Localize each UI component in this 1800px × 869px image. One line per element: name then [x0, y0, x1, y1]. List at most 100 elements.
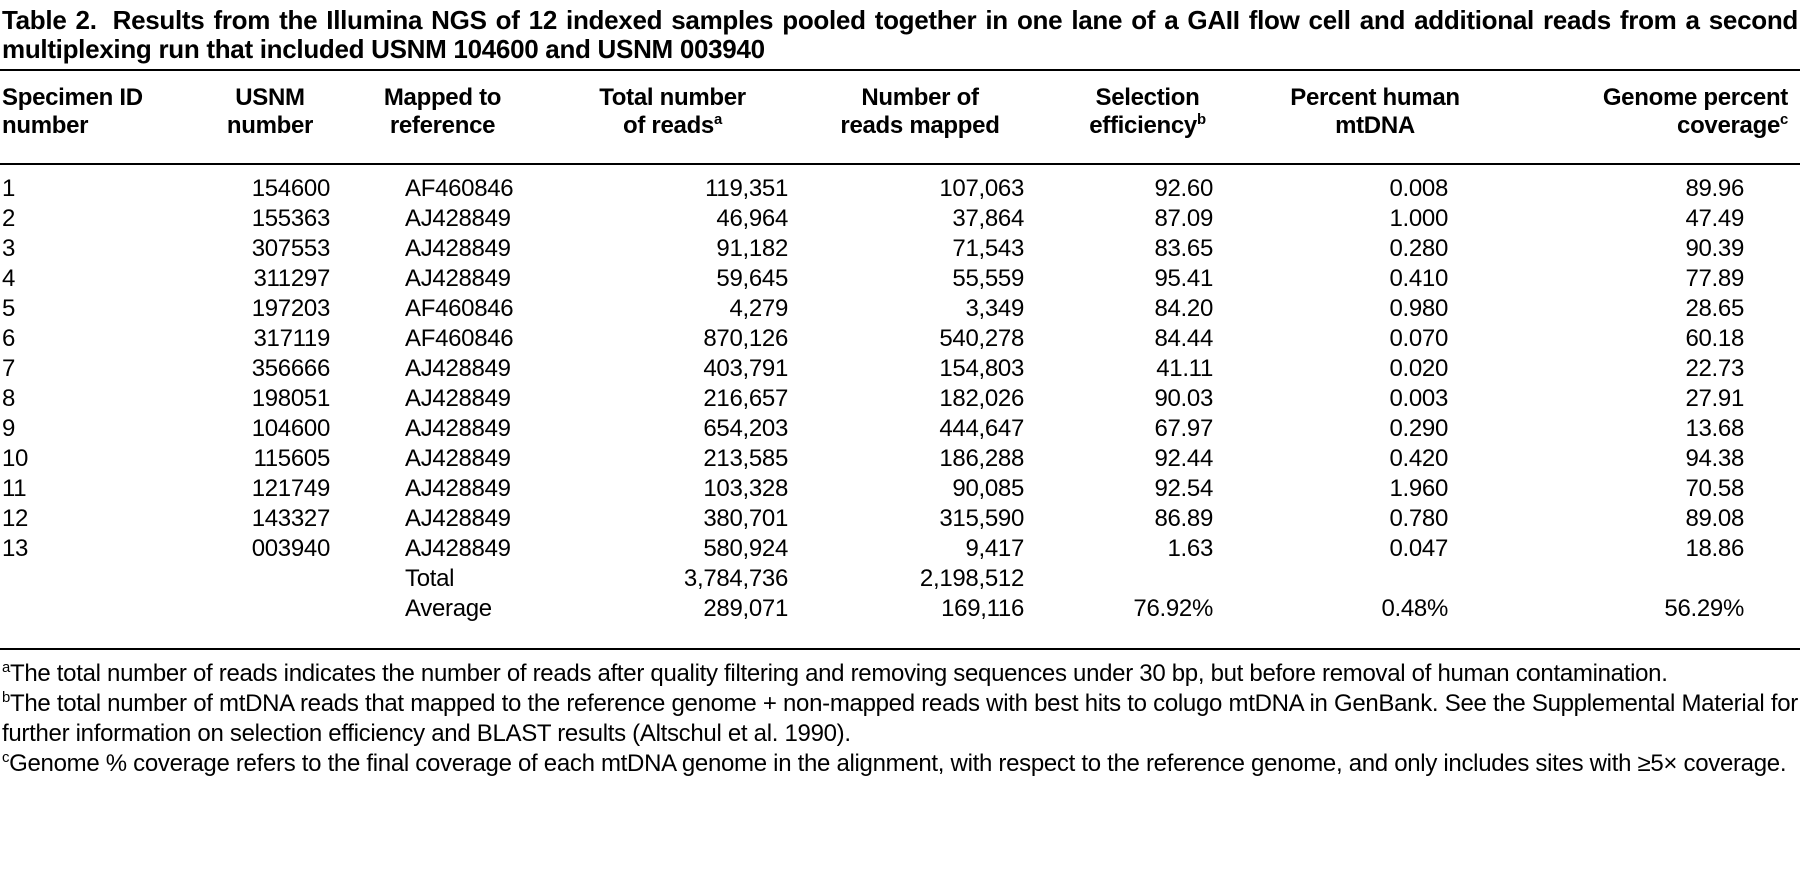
- cell-selection-efficiency: 41.11: [1156, 355, 1213, 382]
- cell-usnm-number: [200, 594, 340, 649]
- cell-total-reads: 870,126: [703, 325, 788, 352]
- footnote-c-marker: c: [2, 750, 10, 766]
- header-footnote-marker: c: [1780, 112, 1788, 128]
- cell-genome-coverage: 18.86: [1685, 535, 1744, 562]
- cell-selection-efficiency: 67.97: [1154, 415, 1213, 442]
- cell-genome-coverage: 27.91: [1685, 385, 1744, 412]
- cell-specimen-id: [0, 594, 200, 649]
- cell-percent-human-mtdna: 0.047: [1389, 535, 1448, 562]
- cell-percent-human-mtdna: 0.280: [1389, 235, 1448, 262]
- cell-reads-mapped: 55,559: [952, 265, 1024, 292]
- cell-mapped-to-reference: AJ428849: [405, 265, 511, 292]
- cell-genome-coverage: 60.18: [1685, 325, 1744, 352]
- cell-genome-coverage: 28.65: [1685, 295, 1744, 322]
- table-row: 4 311297 AJ428849 59,645 55,559 95.41 0.410 77.…: [0, 264, 1800, 294]
- cell-usnm-number: 197203: [251, 295, 331, 322]
- footnote-a-text: The total number of reads indicates the …: [9, 660, 1668, 687]
- table-body: 1 154600 AF460846 119,351 107,063 92.60 0.008 8…: [0, 164, 1800, 649]
- cell-genome-coverage: 89.08: [1685, 505, 1744, 532]
- header-line1: Genome percent: [1602, 84, 1788, 111]
- column-header-selection-efficiency: Selection efficiencyb: [1040, 70, 1255, 165]
- cell-specimen-id: 4: [2, 265, 16, 292]
- table-header-row: Specimen ID number USNM number Mapped to refe…: [0, 70, 1800, 165]
- cell-selection-efficiency: 76.92%: [1133, 595, 1213, 622]
- header-footnote-marker: a: [713, 112, 722, 128]
- cell-mapped-to-reference: AJ428849: [405, 385, 511, 412]
- cell-total-reads: 380,701: [703, 505, 788, 532]
- header-line1: Specimen ID: [2, 84, 143, 111]
- cell-specimen-id: 6: [2, 325, 16, 352]
- header-line2: number: [2, 112, 89, 139]
- cell-reads-mapped: 37,864: [952, 205, 1024, 232]
- cell-genome-coverage: 94.38: [1685, 445, 1744, 472]
- cell-usnm-number: 121749: [251, 475, 331, 502]
- cell-specimen-id: 1: [2, 175, 16, 202]
- footnote-b-text: The total number of mtDNA reads that map…: [2, 690, 1798, 747]
- table-row: 1 154600 AF460846 119,351 107,063 92.60 0.008 8…: [0, 164, 1800, 204]
- table-row: 12 143327 AJ428849 380,701 315,590 86.89 0.780…: [0, 504, 1800, 534]
- cell-percent-human-mtdna: 1.960: [1389, 475, 1448, 502]
- cell-usnm-number: 311297: [253, 265, 330, 292]
- cell-usnm-number: 143327: [251, 505, 331, 532]
- cell-mapped-to-reference: AF460846: [405, 325, 514, 352]
- footnote-b: bThe total number of mtDNA reads that ma…: [2, 689, 1798, 749]
- cell-percent-human-mtdna: [1255, 564, 1495, 594]
- cell-reads-mapped: 2,198,512: [919, 565, 1024, 592]
- column-header-reads-mapped: Number of reads mapped: [800, 70, 1040, 165]
- cell-usnm-number: 317119: [253, 325, 330, 352]
- cell-specimen-id: 3: [2, 235, 16, 262]
- cell-mapped-to-reference: AJ428849: [405, 535, 511, 562]
- table-row: 13 003940 AJ428849 580,924 9,417 1.63 0.047 18.…: [0, 534, 1800, 564]
- footnote-a-marker: a: [2, 660, 10, 676]
- cell-percent-human-mtdna: 0.980: [1389, 295, 1448, 322]
- table-row: 10 115605 AJ428849 213,585 186,288 92.44 0.420…: [0, 444, 1800, 474]
- header-line2: coverage: [1677, 112, 1781, 139]
- table-row: 11 121749 AJ428849 103,328 90,085 92.54 1.960 7…: [0, 474, 1800, 504]
- cell-total-reads: 119,351: [705, 175, 788, 202]
- cell-reads-mapped: 169,116: [941, 595, 1024, 622]
- cell-total-reads: 654,203: [703, 415, 788, 442]
- cell-mapped-to-reference: AJ428849: [405, 235, 511, 262]
- table-caption: Table 2. Results from the Illumina NGS of…: [0, 6, 1800, 64]
- header-line1: Mapped to: [383, 84, 502, 111]
- header-line1: Selection: [1095, 84, 1200, 111]
- cell-usnm-number: 198051: [251, 385, 331, 412]
- cell-percent-human-mtdna: 0.070: [1389, 325, 1448, 352]
- column-header-genome-coverage: Genome percent coveragec: [1495, 70, 1800, 165]
- cell-selection-efficiency: 83.65: [1154, 235, 1213, 262]
- cell-specimen-id: 11: [2, 475, 27, 502]
- cell-genome-coverage: 77.89: [1685, 265, 1744, 292]
- header-line2: reads mapped: [840, 112, 1000, 139]
- cell-genome-coverage: 70.58: [1685, 475, 1744, 502]
- cell-mapped-to-reference: AJ428849: [405, 445, 511, 472]
- cell-usnm-number: 155363: [251, 205, 331, 232]
- header-line2: mtDNA: [1335, 112, 1415, 139]
- caption-text: Results from the Illumina NGS of 12 inde…: [2, 5, 1798, 64]
- cell-reads-mapped: 154,803: [939, 355, 1024, 382]
- cell-genome-coverage: 89.96: [1685, 175, 1744, 202]
- header-line1: USNM: [235, 84, 305, 111]
- cell-specimen-id: 5: [2, 295, 16, 322]
- cell-percent-human-mtdna: 0.003: [1389, 385, 1448, 412]
- table-row: 5 197203 AF460846 4,279 3,349 84.20 0.980 28.65: [0, 294, 1800, 324]
- cell-reads-mapped: 315,590: [939, 505, 1024, 532]
- table-label: Table 2.: [2, 5, 97, 35]
- cell-reads-mapped: 71,543: [952, 235, 1024, 262]
- cell-specimen-id: 12: [2, 505, 29, 532]
- cell-mapped-to-reference: AJ428849: [405, 475, 511, 502]
- cell-reads-mapped: 444,647: [939, 415, 1024, 442]
- header-line1: Number of: [861, 84, 979, 111]
- cell-total-reads: 213,585: [703, 445, 788, 472]
- column-header-usnm-number: USNM number: [200, 70, 340, 165]
- column-header-mapped-to-reference: Mapped to reference: [340, 70, 545, 165]
- header-line2: of reads: [623, 112, 714, 139]
- cell-reads-mapped: 540,278: [939, 325, 1024, 352]
- cell-mapped-to-reference: AJ428849: [405, 415, 511, 442]
- cell-mapped-to-reference: AF460846: [405, 175, 514, 202]
- cell-mapped-to-reference: AJ428849: [405, 505, 511, 532]
- cell-total-reads: 59,645: [716, 265, 788, 292]
- footnote-c: cGenome % coverage refers to the final c…: [2, 749, 1798, 779]
- cell-percent-human-mtdna: 0.290: [1389, 415, 1448, 442]
- results-table: Specimen ID number USNM number Mapped to refe…: [0, 69, 1800, 650]
